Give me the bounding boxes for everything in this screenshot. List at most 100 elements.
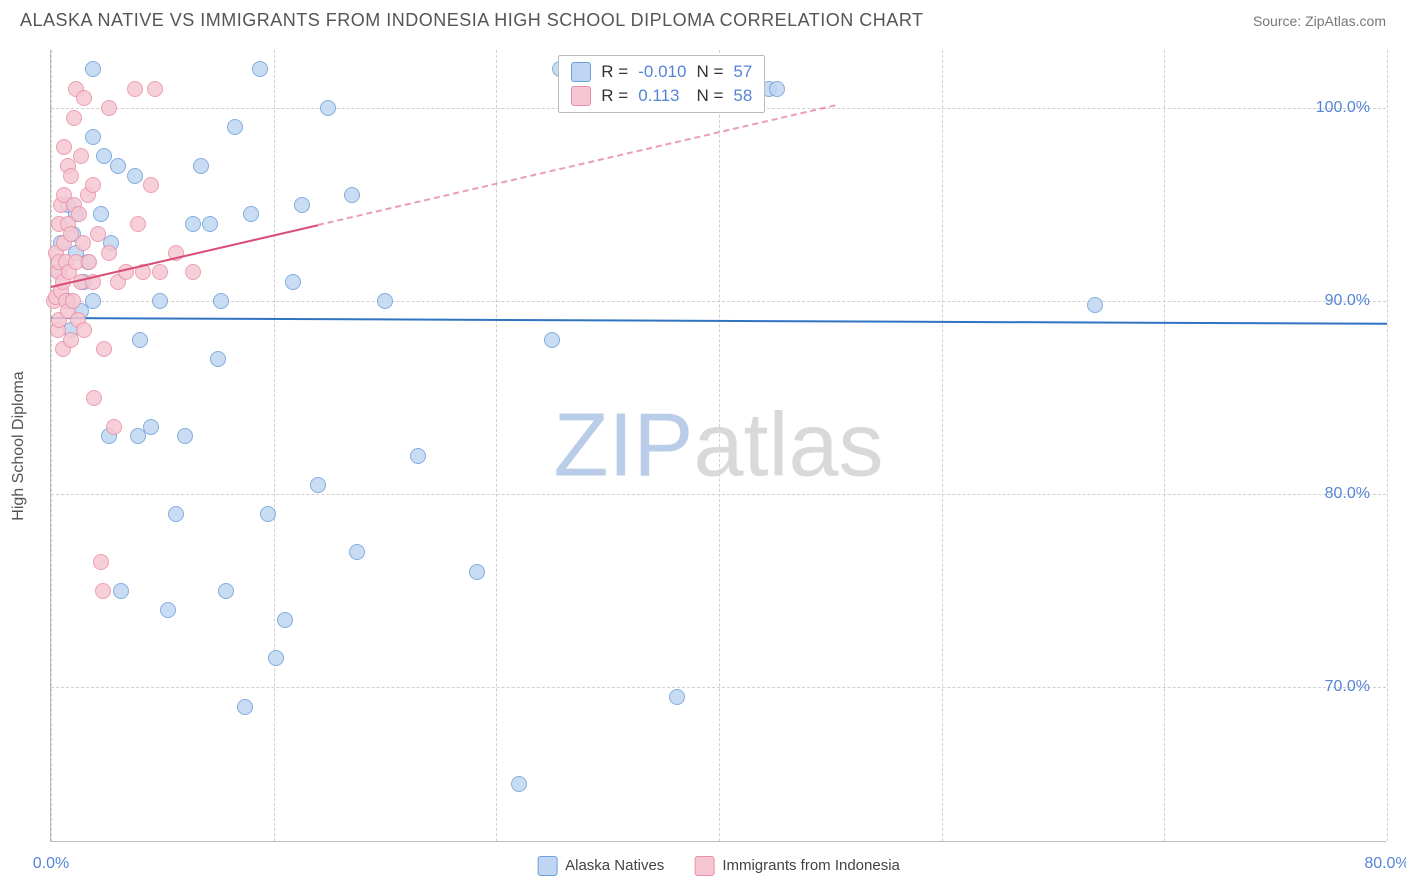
gridline-v xyxy=(496,50,497,841)
stats-r-value: 0.113 xyxy=(638,86,686,106)
gridline-v xyxy=(942,50,943,841)
data-point-alaska_natives xyxy=(669,689,685,705)
data-point-alaska_natives xyxy=(93,206,109,222)
data-point-immigrants_indonesia xyxy=(86,390,102,406)
x-tick-label: 0.0% xyxy=(33,855,69,873)
stats-r-label: R = xyxy=(601,86,628,106)
stats-swatch-alaska_natives xyxy=(571,62,591,82)
data-point-alaska_natives xyxy=(294,197,310,213)
gridline-v xyxy=(1164,50,1165,841)
data-point-alaska_natives xyxy=(344,187,360,203)
y-tick-label: 70.0% xyxy=(1325,678,1370,696)
data-point-immigrants_indonesia xyxy=(96,341,112,357)
data-point-immigrants_indonesia xyxy=(76,322,92,338)
data-point-alaska_natives xyxy=(243,206,259,222)
data-point-immigrants_indonesia xyxy=(75,235,91,251)
data-point-immigrants_indonesia xyxy=(85,177,101,193)
data-point-immigrants_indonesia xyxy=(63,168,79,184)
data-point-alaska_natives xyxy=(218,583,234,599)
data-point-alaska_natives xyxy=(85,61,101,77)
data-point-alaska_natives xyxy=(237,699,253,715)
data-point-alaska_natives xyxy=(210,351,226,367)
data-point-alaska_natives xyxy=(252,61,268,77)
data-point-alaska_natives xyxy=(377,293,393,309)
legend-label: Immigrants from Indonesia xyxy=(722,857,900,874)
data-point-alaska_natives xyxy=(160,602,176,618)
stats-n-value: 58 xyxy=(733,86,752,106)
stats-n-label: N = xyxy=(696,62,723,82)
series-legend: Alaska Natives Immigrants from Indonesia xyxy=(537,856,900,876)
gridline-v xyxy=(274,50,275,841)
data-point-immigrants_indonesia xyxy=(147,81,163,97)
data-point-alaska_natives xyxy=(410,448,426,464)
gridline-v xyxy=(1387,50,1388,841)
stats-legend-box: R = -0.010 N = 57 R = 0.113 N = 58 xyxy=(558,55,765,113)
chart-title: ALASKA NATIVE VS IMMIGRANTS FROM INDONES… xyxy=(20,10,923,31)
source-label: Source: xyxy=(1253,13,1301,29)
data-point-alaska_natives xyxy=(168,506,184,522)
data-point-alaska_natives xyxy=(260,506,276,522)
legend-item-alaska_natives[interactable]: Alaska Natives xyxy=(537,856,664,876)
data-point-immigrants_indonesia xyxy=(152,264,168,280)
y-tick-label: 90.0% xyxy=(1325,292,1370,310)
data-point-immigrants_indonesia xyxy=(127,81,143,97)
data-point-alaska_natives xyxy=(268,650,284,666)
data-point-alaska_natives xyxy=(277,612,293,628)
x-tick-label: 80.0% xyxy=(1364,855,1406,873)
y-tick-label: 80.0% xyxy=(1325,485,1370,503)
data-point-alaska_natives xyxy=(202,216,218,232)
data-point-alaska_natives xyxy=(127,168,143,184)
stats-r-value: -0.010 xyxy=(638,62,686,82)
source-link[interactable]: ZipAtlas.com xyxy=(1305,13,1386,29)
data-point-immigrants_indonesia xyxy=(73,148,89,164)
legend-item-immigrants_indonesia[interactable]: Immigrants from Indonesia xyxy=(694,856,900,876)
data-point-alaska_natives xyxy=(193,158,209,174)
data-point-alaska_natives xyxy=(113,583,129,599)
plot-area: 70.0%80.0%90.0%100.0%0.0%80.0% xyxy=(51,50,1386,841)
data-point-immigrants_indonesia xyxy=(185,264,201,280)
data-point-alaska_natives xyxy=(769,81,785,97)
data-point-alaska_natives xyxy=(285,274,301,290)
data-point-alaska_natives xyxy=(310,477,326,493)
data-point-alaska_natives xyxy=(469,564,485,580)
data-point-alaska_natives xyxy=(132,332,148,348)
data-point-immigrants_indonesia xyxy=(76,90,92,106)
trendline-immigrants_indonesia xyxy=(318,104,836,226)
data-point-immigrants_indonesia xyxy=(66,110,82,126)
data-point-alaska_natives xyxy=(143,419,159,435)
data-point-alaska_natives xyxy=(85,293,101,309)
data-point-alaska_natives xyxy=(544,332,560,348)
data-point-immigrants_indonesia xyxy=(143,177,159,193)
gridline-v xyxy=(51,50,52,841)
gridline-v xyxy=(719,50,720,841)
data-point-alaska_natives xyxy=(185,216,201,232)
legend-label: Alaska Natives xyxy=(565,857,664,874)
data-point-alaska_natives xyxy=(511,776,527,792)
stats-n-value: 57 xyxy=(733,62,752,82)
data-point-alaska_natives xyxy=(177,428,193,444)
data-point-immigrants_indonesia xyxy=(106,419,122,435)
data-point-immigrants_indonesia xyxy=(90,226,106,242)
data-point-immigrants_indonesia xyxy=(130,216,146,232)
data-point-immigrants_indonesia xyxy=(56,139,72,155)
y-axis-title: High School Diploma xyxy=(10,371,28,520)
data-point-alaska_natives xyxy=(85,129,101,145)
legend-swatch xyxy=(537,856,557,876)
data-point-alaska_natives xyxy=(1087,297,1103,313)
data-point-immigrants_indonesia xyxy=(101,100,117,116)
stats-n-label: N = xyxy=(696,86,723,106)
data-point-alaska_natives xyxy=(349,544,365,560)
data-point-alaska_natives xyxy=(227,119,243,135)
data-point-immigrants_indonesia xyxy=(93,554,109,570)
data-point-alaska_natives xyxy=(152,293,168,309)
data-point-immigrants_indonesia xyxy=(81,254,97,270)
data-point-alaska_natives xyxy=(213,293,229,309)
data-point-immigrants_indonesia xyxy=(65,293,81,309)
stats-r-label: R = xyxy=(601,62,628,82)
data-point-alaska_natives xyxy=(320,100,336,116)
data-point-immigrants_indonesia xyxy=(95,583,111,599)
correlation-chart: High School Diploma 70.0%80.0%90.0%100.0… xyxy=(50,50,1386,842)
stats-swatch-immigrants_indonesia xyxy=(571,86,591,106)
source-attribution: Source: ZipAtlas.com xyxy=(1253,13,1386,29)
data-point-immigrants_indonesia xyxy=(101,245,117,261)
